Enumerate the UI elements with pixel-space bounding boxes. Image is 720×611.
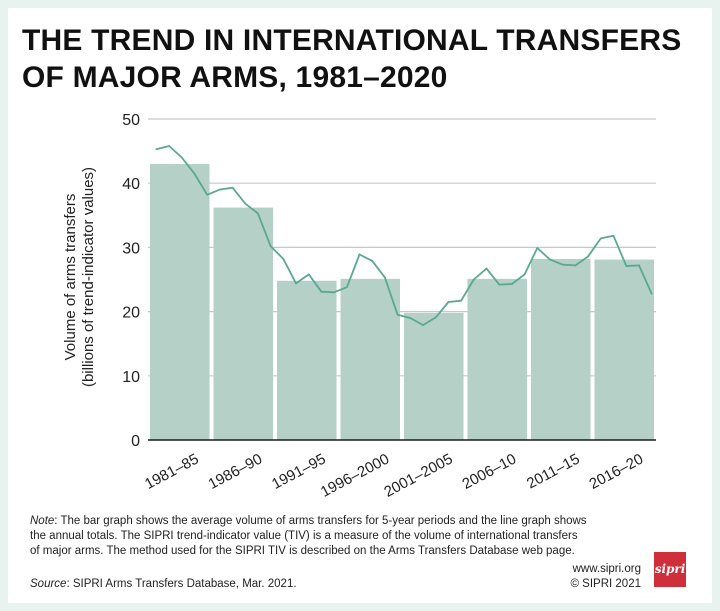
sipri-logo: sipri	[654, 552, 686, 587]
line-point	[638, 264, 640, 267]
chart-note: Note: The bar graph shows the average vo…	[30, 514, 590, 559]
bar	[340, 278, 400, 440]
line-point	[447, 301, 450, 303]
x-tick-label: 1981–85	[142, 451, 202, 493]
line-point	[409, 317, 412, 319]
line-point	[320, 290, 323, 293]
chart-title-line-1: THE TREND IN INTERNATIONAL TRANSFERS	[22, 24, 682, 57]
copyright-text: © SIPRI 2021	[570, 578, 641, 590]
y-tick-label: 40	[122, 176, 140, 193]
line-point	[612, 234, 615, 237]
line-point	[549, 258, 551, 261]
y-tick-label: 30	[122, 240, 140, 257]
y-axis-label-line-2: (billions of trend-indicator values)	[80, 166, 97, 388]
x-tick-label: 2001–2005	[381, 451, 455, 501]
line-point	[561, 263, 564, 266]
chart-title: THE TREND IN INTERNATIONAL TRANSFERS OF …	[22, 22, 682, 96]
line-point	[650, 292, 653, 295]
y-tick-label: 50	[122, 112, 140, 129]
line-point	[536, 247, 539, 249]
line-point	[295, 282, 297, 285]
x-tick-label: 2011–15	[524, 451, 583, 493]
x-tick-label: 1996–2000	[318, 451, 392, 501]
line-point	[511, 283, 513, 285]
website-text: www.sipri.org	[572, 563, 641, 575]
x-tick-label: 2006–10	[460, 451, 520, 493]
line-point	[168, 145, 170, 147]
line-series	[155, 145, 653, 327]
x-tick-label: 2016–20	[587, 451, 647, 493]
line-point	[460, 299, 463, 302]
line-point	[218, 188, 221, 191]
line-point	[244, 202, 247, 205]
chart-title-line-2: OF MAJOR ARMS, 1981–2020	[22, 61, 448, 94]
source-text: : SIPRI Arms Transfers Database, Mar. 20…	[66, 578, 297, 590]
bar	[531, 258, 591, 440]
logo-text: sipri	[654, 562, 686, 576]
line-point	[396, 313, 399, 316]
bar	[213, 207, 273, 440]
line-point	[625, 265, 628, 267]
annual-total-line	[156, 145, 653, 327]
line-point	[422, 324, 424, 326]
line-point	[333, 291, 336, 294]
bar-series	[150, 163, 654, 440]
line-point	[345, 286, 348, 289]
y-tick-label: 10	[122, 369, 140, 386]
line-point	[257, 212, 259, 215]
line-point	[472, 278, 475, 281]
bar	[150, 163, 210, 440]
bar	[277, 280, 337, 440]
bar	[594, 259, 654, 440]
y-tick-label: 0	[131, 433, 140, 450]
line-point	[269, 245, 272, 248]
line-point	[599, 237, 602, 240]
line-point	[358, 253, 361, 256]
x-tick-label: 1986–90	[206, 451, 266, 493]
source-label: Source	[30, 578, 67, 590]
line-point	[231, 186, 234, 189]
line-point	[434, 316, 437, 319]
note-label: Note	[30, 515, 55, 527]
y-axis-label-line-1: Volume of arms transfers	[62, 193, 79, 361]
line-point	[384, 276, 386, 279]
line-point	[282, 258, 285, 260]
line-point	[206, 193, 209, 196]
line-point	[193, 172, 196, 175]
line-point	[574, 264, 577, 267]
line-point	[485, 267, 488, 270]
line-point	[307, 273, 310, 276]
line-point	[587, 255, 590, 258]
line-point	[523, 273, 526, 276]
line-point	[371, 259, 374, 262]
line-point	[498, 283, 501, 286]
chart-source: Source: SIPRI Arms Transfers Database, M…	[30, 577, 430, 592]
line-point	[180, 156, 183, 159]
bar	[404, 312, 464, 440]
credits: www.sipri.org © SIPRI 2021	[530, 562, 641, 592]
bar	[467, 278, 527, 440]
y-tick-label: 20	[122, 305, 140, 322]
line-point	[155, 148, 158, 151]
note-text: : The bar graph shows the average volume…	[30, 515, 587, 557]
